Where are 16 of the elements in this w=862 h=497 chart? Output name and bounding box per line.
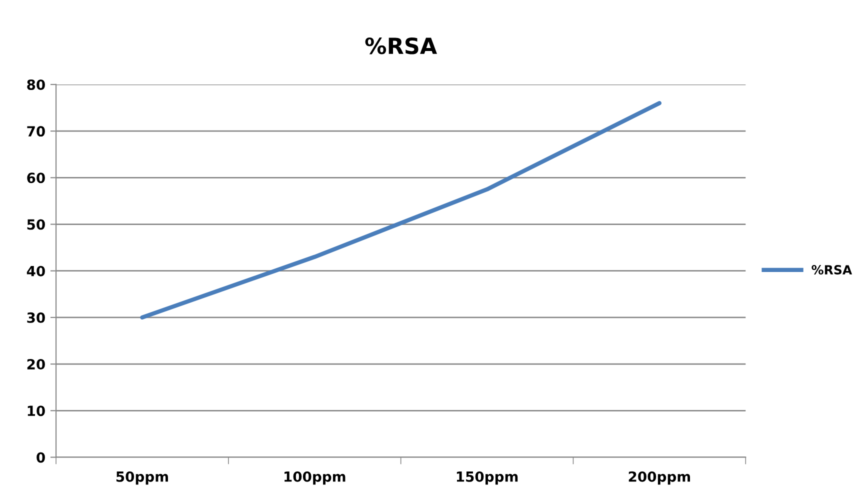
y-tick-label: 10 [28,406,45,416]
y-tick-label: 0 [36,452,45,463]
y-tick-label: 20 [27,359,45,370]
x-tick-label: 50ppm [116,471,168,485]
chart-title: %RSA [365,37,438,54]
x-tick-label: 100ppm [284,471,346,485]
line-series [140,101,662,320]
y-tick-label: 60 [27,172,45,184]
y-tick-label: 80 [27,79,45,90]
y-tick-label: 50 [27,219,45,230]
x-tick-label: 150ppm [456,471,518,485]
legend-label: %RSA [812,265,852,274]
x-tick-label: 200ppm [628,471,690,485]
y-tick-label: 30 [27,312,45,323]
y-tick-label: 70 [27,126,45,137]
y-tick-label: 40 [26,266,45,276]
